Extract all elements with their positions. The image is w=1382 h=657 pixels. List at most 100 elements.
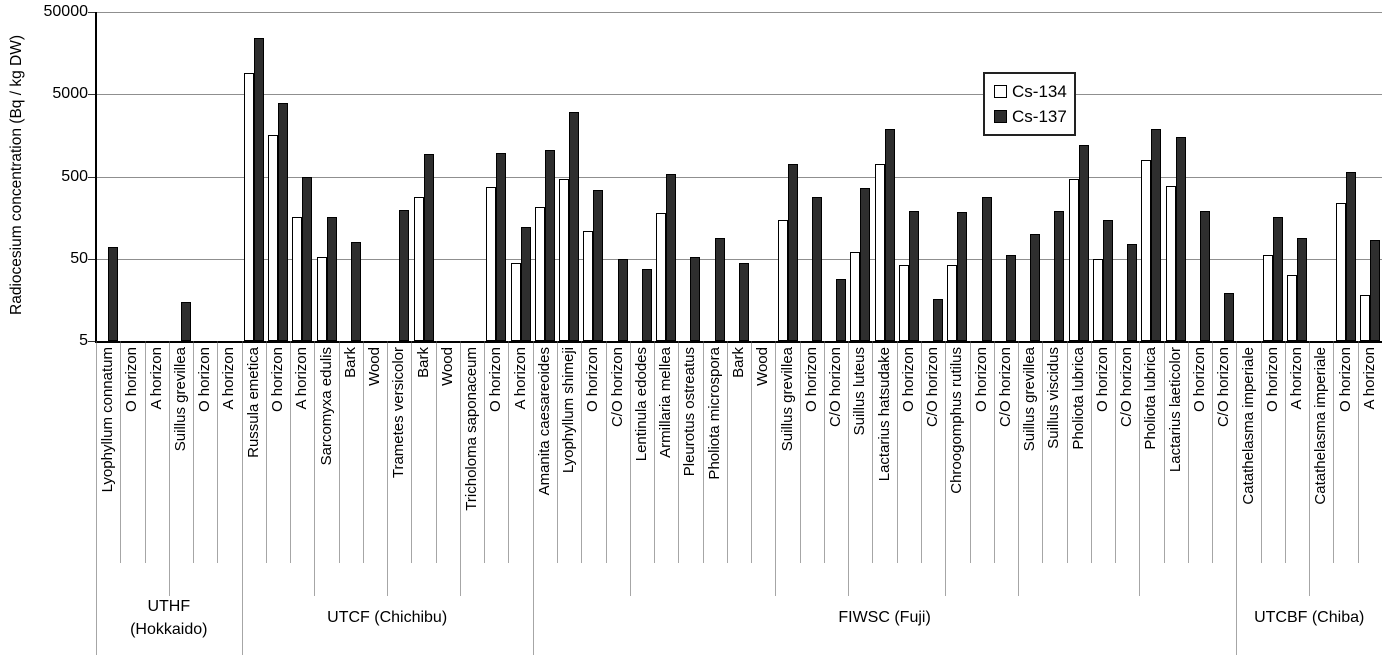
category-separator-line	[751, 343, 753, 563]
bar-cs137	[302, 177, 313, 341]
category-label: Pholiota microspora	[705, 347, 723, 480]
bar-cs137	[836, 279, 847, 341]
bar-cs137	[617, 258, 628, 341]
category-separator-line	[290, 343, 292, 563]
category-label: Lactarius hatsudake	[875, 347, 893, 482]
bar-cs134	[1359, 295, 1370, 341]
bar-cs137	[811, 197, 822, 341]
bar-cs137	[1224, 293, 1235, 341]
category-separator-line	[799, 343, 801, 563]
category-label: Suillus luteus	[851, 347, 869, 436]
category-label: C/O horizon	[608, 347, 626, 428]
category-label: Bark	[414, 347, 432, 378]
bar-cs134	[559, 179, 570, 341]
gridline-50000	[96, 12, 1382, 13]
category-separator-line	[1333, 343, 1335, 563]
bar-cs137	[714, 237, 725, 341]
category-label: Suillus grevillea	[778, 347, 796, 452]
bar-cs134	[510, 262, 521, 341]
category-label: Suillus grevillea	[171, 347, 189, 452]
legend: Cs-134 Cs-137	[983, 72, 1076, 136]
category-separator-line	[265, 343, 267, 563]
y-axis-tick	[88, 12, 96, 13]
category-label: Lentinula edodes	[632, 347, 650, 462]
bar-cs137	[739, 263, 749, 341]
bar-cs137	[1102, 219, 1113, 341]
bar-cs137	[641, 268, 652, 341]
group-separator-line	[1236, 343, 1238, 655]
bar-cs137	[666, 173, 677, 341]
bar-cs134	[583, 230, 594, 341]
category-separator-line	[848, 343, 850, 596]
gridline-500	[96, 176, 1382, 178]
category-label: Tricholoma saponaceum	[463, 347, 481, 511]
gridline-5000	[96, 94, 1382, 96]
category-separator-line	[338, 343, 340, 563]
category-separator-line	[1260, 343, 1262, 563]
group-label: UTHF (Hokkaido)	[130, 597, 208, 638]
category-label: O horizon	[972, 347, 990, 413]
category-label: Trametes versicolor	[390, 347, 408, 479]
bar-cs137	[908, 211, 919, 341]
category-separator-line	[193, 343, 195, 563]
category-separator-line	[459, 343, 461, 596]
bar-cs134	[947, 264, 958, 341]
bar-cs134	[1068, 179, 1079, 341]
bar-cs137	[326, 217, 337, 341]
category-separator-line	[168, 343, 170, 596]
category-label: A horizon	[293, 347, 311, 410]
category-separator-line	[1357, 343, 1359, 563]
bar-cs137	[884, 128, 895, 341]
y-axis-tick	[88, 258, 96, 260]
y-tick-label: 50000	[43, 3, 89, 20]
legend-swatch-cs134-icon	[994, 85, 1007, 98]
bar-cs137	[593, 190, 604, 341]
y-axis-tick	[88, 176, 96, 178]
category-separator-line	[1284, 343, 1286, 563]
category-label: Lyophyllum connatum	[99, 347, 117, 493]
bar-cs137	[1272, 217, 1283, 341]
category-separator-line	[435, 343, 437, 563]
category-label: Lyophyllum shimeji	[560, 347, 578, 474]
category-label: Sarcomyxa edulis	[317, 347, 335, 466]
category-separator-line	[1115, 343, 1117, 563]
gridline-50	[96, 258, 1382, 260]
bar-cs134	[1335, 202, 1346, 341]
bar-cs134	[243, 73, 254, 341]
y-tick-label: 5	[79, 332, 88, 349]
category-separator-line	[993, 343, 995, 563]
category-label: O horizon	[584, 347, 602, 413]
group-label: UTCF (Chichibu)	[327, 609, 448, 627]
category-separator-line	[508, 343, 510, 563]
group-separator-line	[96, 343, 97, 655]
category-label: C/O horizon	[827, 347, 845, 428]
category-separator-line	[605, 343, 607, 563]
bar-cs137	[520, 227, 531, 341]
category-label: Suillus viscidus	[1045, 347, 1063, 449]
category-separator-line	[1187, 343, 1189, 563]
bar-cs137	[1005, 255, 1016, 341]
category-label: C/O horizon	[1215, 347, 1233, 428]
bar-cs134	[850, 252, 861, 341]
legend-swatch-cs137-icon	[994, 110, 1007, 123]
bar-cs137	[860, 188, 871, 341]
bar-cs137	[180, 301, 191, 341]
bar-cs137	[981, 197, 992, 341]
category-label: O horizon	[899, 347, 917, 413]
category-separator-line	[1042, 343, 1044, 563]
category-separator-line	[678, 343, 680, 563]
category-label: Suillus grevillea	[1021, 347, 1039, 452]
bar-cs137	[957, 212, 968, 341]
y-tick-label: 50	[70, 249, 88, 267]
category-separator-line	[484, 343, 486, 563]
bar-cs134	[1092, 258, 1103, 341]
y-tick-label: 500	[61, 167, 88, 185]
category-label: Bark	[341, 347, 359, 378]
category-separator-line	[1139, 343, 1141, 596]
category-label: Amanita caesareoides	[535, 347, 553, 496]
bar-cs137	[690, 256, 701, 341]
bar-cs137	[108, 246, 119, 341]
category-label: C/O horizon	[996, 347, 1014, 428]
